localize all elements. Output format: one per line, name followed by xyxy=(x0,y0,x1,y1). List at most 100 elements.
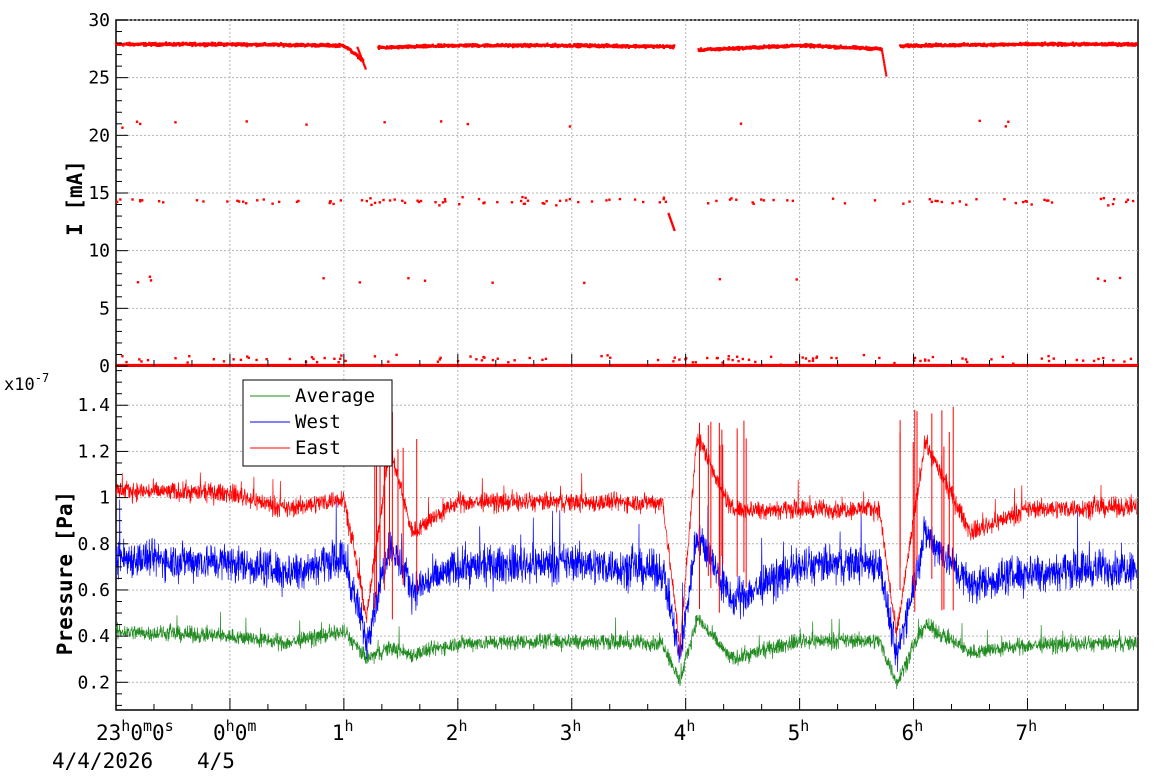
current-point xyxy=(661,44,665,47)
current-point xyxy=(673,228,676,232)
current-point xyxy=(256,199,259,202)
current-point xyxy=(434,200,437,204)
current-point xyxy=(526,45,530,48)
current-point xyxy=(772,198,775,202)
current-point xyxy=(1085,41,1088,45)
current-point xyxy=(401,199,404,203)
current-point xyxy=(785,43,789,46)
current-point xyxy=(157,200,161,203)
current-point xyxy=(795,361,798,364)
current-point xyxy=(496,200,499,204)
current-point xyxy=(866,48,869,51)
current-point xyxy=(315,360,319,364)
current-point xyxy=(339,199,343,202)
current-point xyxy=(246,44,249,47)
current-point xyxy=(569,43,572,47)
current-point xyxy=(245,120,248,123)
current-point xyxy=(731,358,734,362)
current-point xyxy=(1135,43,1138,46)
current-point xyxy=(818,43,821,46)
pressure-exponent-label: x10-7 xyxy=(4,371,49,395)
current-point xyxy=(1127,41,1130,45)
current-point xyxy=(439,356,442,360)
current-point xyxy=(382,198,385,202)
current-point xyxy=(811,357,815,360)
current-point xyxy=(978,119,981,123)
time-label-midnight: 0h0m xyxy=(213,717,256,745)
pressure-grid xyxy=(116,366,1138,710)
current-point xyxy=(131,198,134,201)
current-point xyxy=(583,281,586,285)
current-point xyxy=(936,199,939,203)
current-point xyxy=(423,279,427,282)
current-point xyxy=(395,353,398,357)
current-tick-label: 25 xyxy=(88,68,110,89)
current-point xyxy=(965,203,968,206)
current-point xyxy=(338,45,341,48)
current-point xyxy=(1047,199,1050,202)
current-point xyxy=(237,200,241,203)
current-point xyxy=(670,222,674,225)
current-point xyxy=(982,44,985,48)
current-point xyxy=(542,43,546,46)
current-point xyxy=(206,44,209,47)
current-point xyxy=(709,46,712,50)
current-point xyxy=(913,43,916,46)
current-point xyxy=(323,356,326,360)
current-point xyxy=(545,199,548,203)
current-point xyxy=(776,44,779,47)
current-point xyxy=(213,42,216,45)
current-point xyxy=(835,356,838,360)
current-point xyxy=(1102,196,1106,200)
current-grid xyxy=(116,19,1138,367)
current-point xyxy=(373,201,377,205)
current-point xyxy=(491,281,494,284)
current-point xyxy=(730,197,733,200)
current-point xyxy=(641,200,645,204)
current-point xyxy=(361,60,365,63)
current-point xyxy=(862,353,866,357)
current-point xyxy=(1047,354,1050,358)
current-point xyxy=(913,356,917,360)
current-point xyxy=(486,43,489,46)
current-point xyxy=(812,46,816,49)
current-point xyxy=(440,43,443,46)
current-point xyxy=(441,201,445,204)
current-point xyxy=(751,201,754,204)
time-label-start: 23h0m0s xyxy=(96,717,174,745)
current-point xyxy=(670,220,673,224)
current-point xyxy=(513,359,516,362)
current-point xyxy=(146,358,150,362)
time-tick-label: 4h xyxy=(674,717,696,745)
current-point xyxy=(442,45,445,48)
current-point xyxy=(652,46,655,49)
current-point xyxy=(930,200,934,204)
current-point xyxy=(715,356,719,360)
current-point xyxy=(356,53,359,56)
current-point xyxy=(536,42,539,46)
current-point xyxy=(1045,199,1049,202)
current-point xyxy=(423,43,426,46)
current-point xyxy=(523,42,526,46)
current-point xyxy=(255,358,258,362)
current-point xyxy=(958,200,962,203)
current-point xyxy=(480,359,484,362)
current-point xyxy=(360,199,364,202)
current-point xyxy=(174,121,177,124)
current-point xyxy=(658,44,662,47)
current-point xyxy=(608,198,611,201)
current-point xyxy=(1092,359,1096,363)
current-point xyxy=(168,41,171,45)
current-point xyxy=(940,200,944,204)
current-point xyxy=(884,72,888,75)
current-point xyxy=(363,63,366,67)
legend-average-label: Average xyxy=(295,385,375,407)
current-point xyxy=(908,200,911,203)
current-point xyxy=(277,44,280,47)
current-point xyxy=(543,202,546,205)
current-point xyxy=(662,196,666,199)
current-point xyxy=(1011,44,1014,47)
current-point xyxy=(431,43,435,46)
current-point xyxy=(600,354,603,358)
current-point xyxy=(162,201,165,204)
